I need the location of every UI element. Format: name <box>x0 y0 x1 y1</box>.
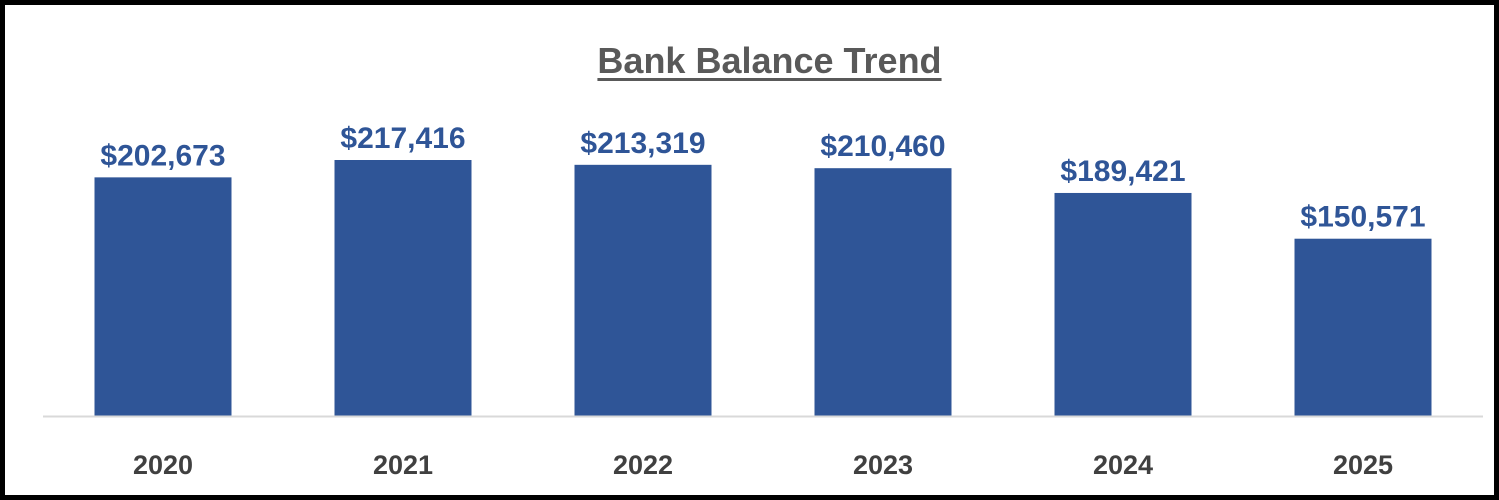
bar-2021 <box>334 160 472 416</box>
data-label-2022: $213,319 <box>580 127 705 160</box>
bar-2023 <box>814 168 952 416</box>
x-tick-label-2024: 2024 <box>1093 450 1153 480</box>
x-tick-label-2021: 2021 <box>373 450 433 480</box>
data-label-2021: $217,416 <box>340 122 465 155</box>
data-label-2020: $202,673 <box>100 139 225 172</box>
x-tick-label-2025: 2025 <box>1333 450 1393 480</box>
data-label-2025: $150,571 <box>1300 201 1425 234</box>
bar-2025 <box>1294 238 1432 416</box>
x-tick-label-2023: 2023 <box>853 450 913 480</box>
data-label-2023: $210,460 <box>820 130 945 163</box>
data-label-2024: $189,421 <box>1060 155 1185 188</box>
chart-title: Bank Balance Trend <box>597 40 942 81</box>
x-tick-label-2020: 2020 <box>133 450 193 480</box>
x-tick-label-2022: 2022 <box>613 450 673 480</box>
bar-2020 <box>94 177 232 416</box>
bar-2024 <box>1054 192 1192 416</box>
bar-2022 <box>574 164 712 416</box>
